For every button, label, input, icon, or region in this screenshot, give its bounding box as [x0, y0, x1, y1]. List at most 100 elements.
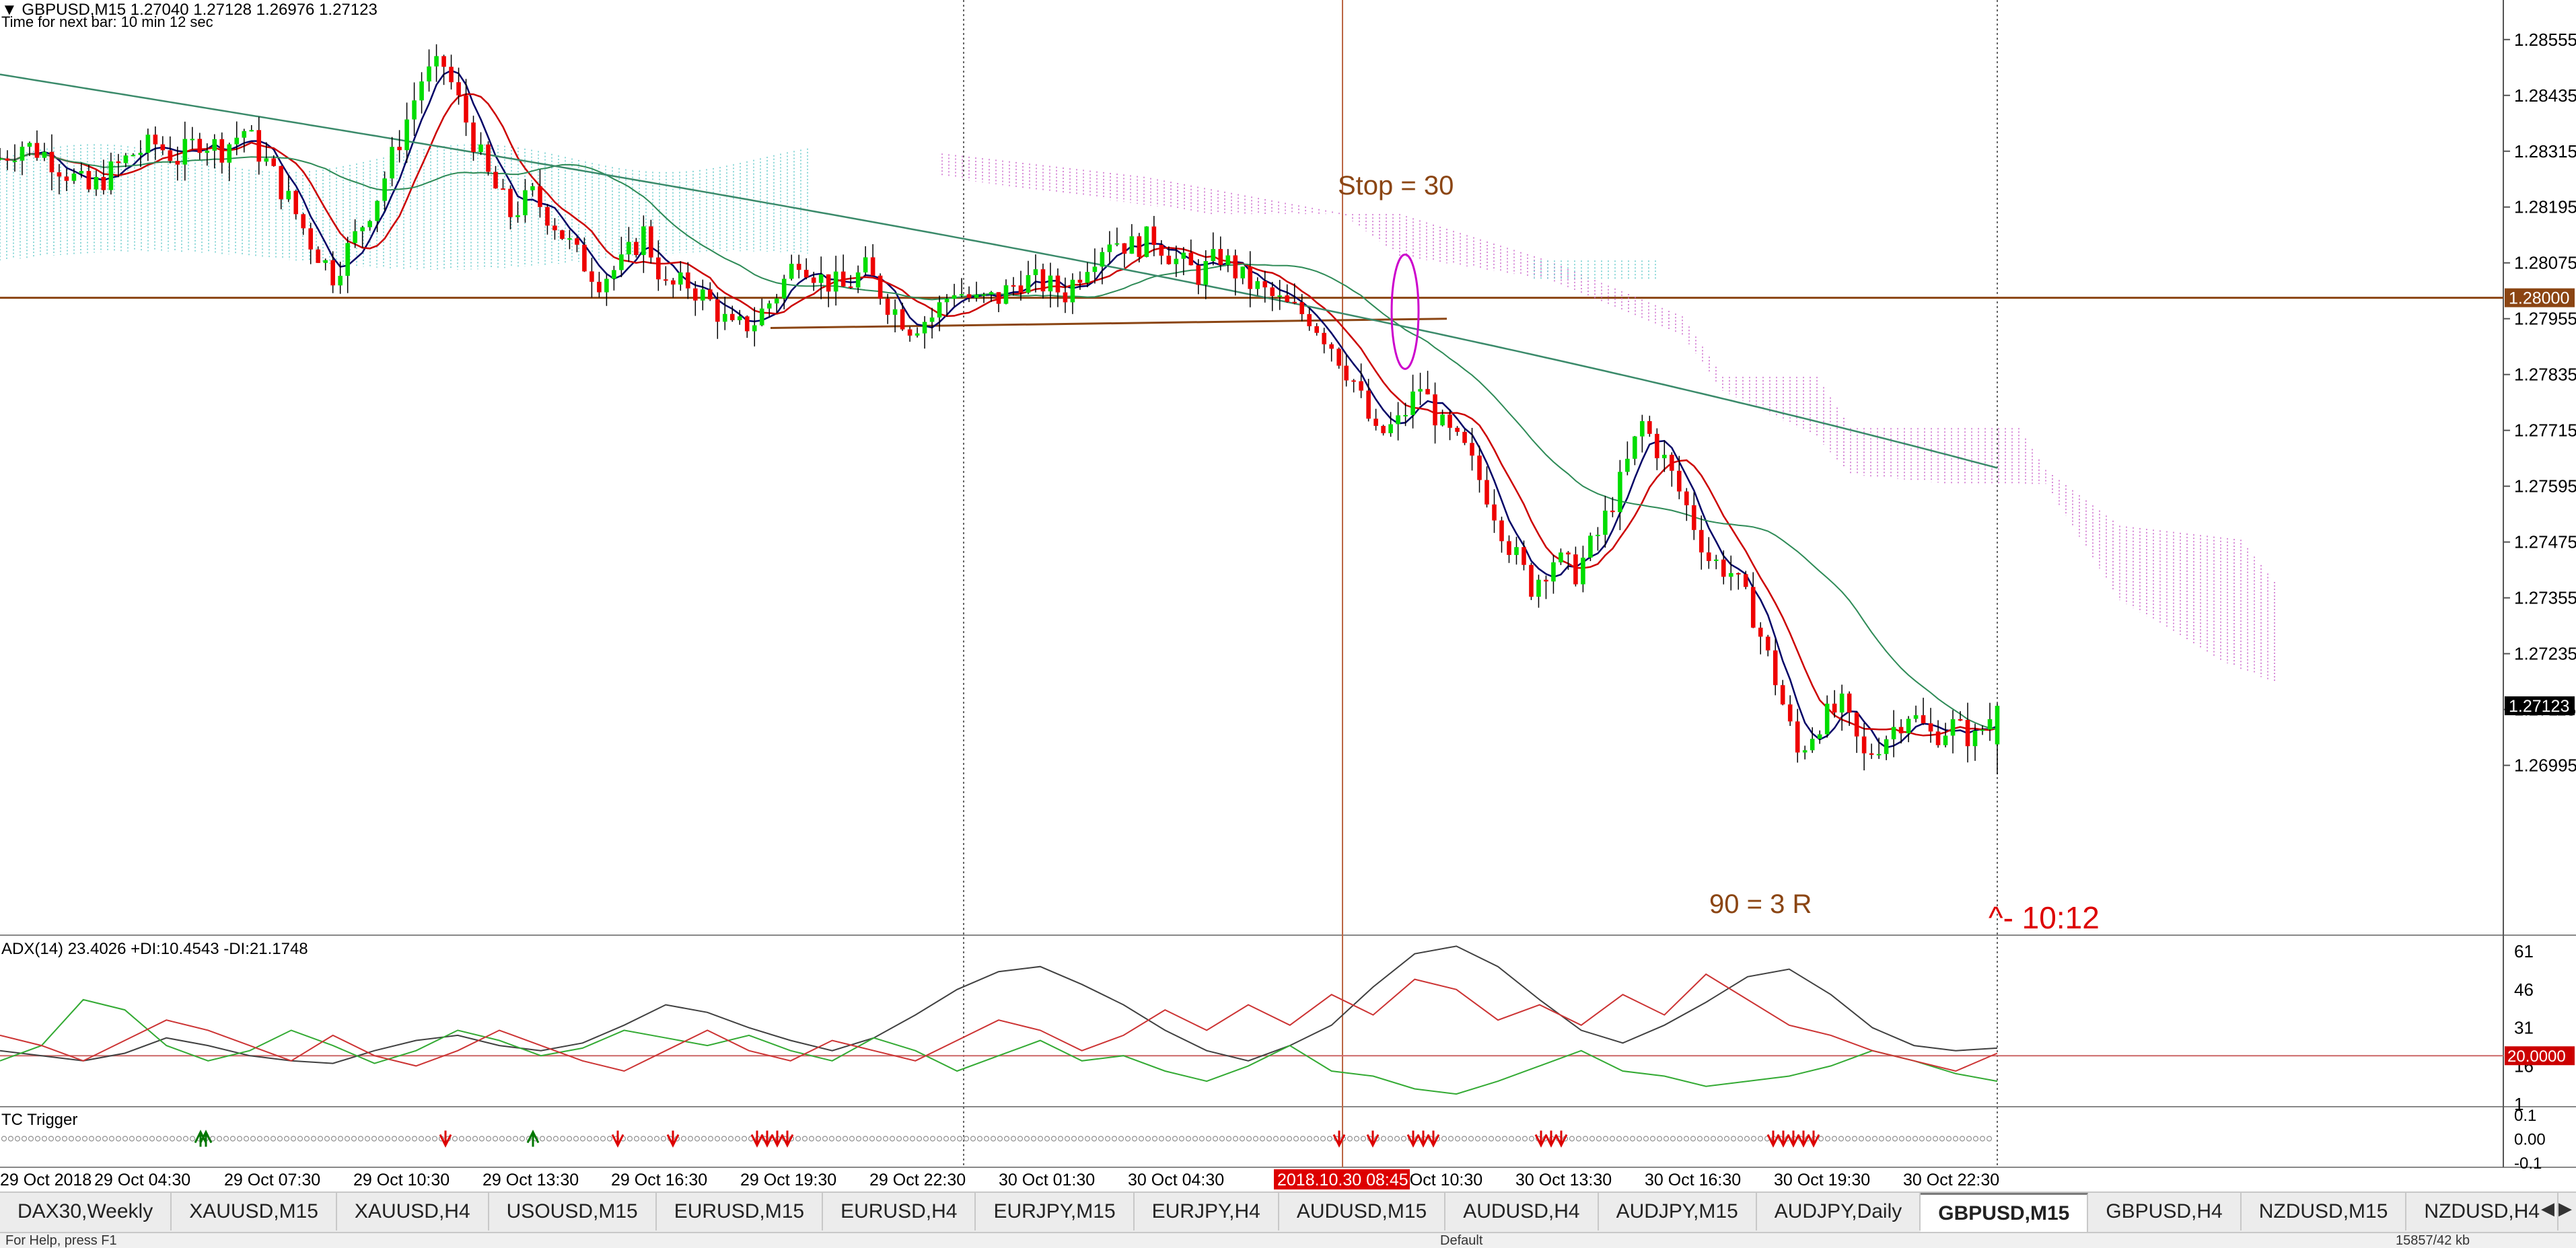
tc-neutral-mark	[1723, 1136, 1730, 1142]
bull-candle	[205, 150, 210, 153]
bull-candle	[1277, 295, 1283, 297]
tc-neutral-mark	[162, 1136, 169, 1142]
stop-annotation: Stop = 30	[1338, 171, 1454, 200]
symbol-tab[interactable]: GBPUSD,H4	[2088, 1193, 2242, 1231]
bull-candle	[1536, 579, 1541, 597]
tc-neutral-mark	[1017, 1136, 1024, 1142]
bull-candle	[367, 221, 372, 227]
tc-neutral-mark	[1750, 1136, 1757, 1142]
level-price-badge	[2505, 288, 2575, 307]
symbol-tab[interactable]: DAX30,Weekly	[0, 1193, 172, 1231]
symbol-tab[interactable]: AUDJPY,Daily	[1757, 1193, 1921, 1231]
symbol-tab[interactable]: NZDUSD,H4	[2406, 1193, 2559, 1231]
symbol-tab[interactable]: GBPUSD,M15	[1921, 1193, 2089, 1233]
tc-neutral-mark	[1717, 1136, 1723, 1142]
tc-neutral-mark	[936, 1136, 943, 1142]
tc-neutral-mark	[1299, 1136, 1306, 1142]
symbol-tab[interactable]: EURJPY,H4	[1135, 1193, 1279, 1231]
status-traffic: 15857/42 kb	[2396, 1233, 2470, 1248]
tc-neutral-mark	[1468, 1136, 1474, 1142]
tc-neutral-mark	[1172, 1136, 1178, 1142]
tc-neutral-mark	[344, 1136, 351, 1142]
bull-candle	[937, 302, 942, 318]
tc-neutral-mark	[1071, 1136, 1077, 1142]
symbol-tab[interactable]: AUDJPY,M15	[1599, 1193, 1757, 1231]
tc-neutral-mark	[707, 1136, 714, 1142]
tc-neutral-mark	[1320, 1136, 1326, 1142]
tc-neutral-mark	[1003, 1136, 1010, 1142]
time-tick-label: 29 Oct 07:30	[224, 1171, 320, 1189]
tc-neutral-mark	[862, 1136, 869, 1142]
bear-candle	[1898, 727, 1904, 734]
symbol-tab[interactable]: AUDUSD,M15	[1279, 1193, 1446, 1231]
price-tick-label: 1.28555	[2514, 30, 2576, 50]
bear-candle	[900, 309, 905, 330]
tab-scroll-left-icon[interactable]: ◀	[2541, 1198, 2554, 1218]
bull-candle	[892, 309, 898, 315]
tc-neutral-mark	[1165, 1136, 1172, 1142]
bull-candle	[20, 147, 25, 161]
symbol-tab[interactable]: AUDUSD,H4	[1445, 1193, 1599, 1231]
tc-neutral-mark	[411, 1136, 418, 1142]
bear-candle	[1218, 249, 1223, 265]
bull-candle	[627, 242, 631, 255]
bear-candle	[1314, 326, 1319, 333]
tc-neutral-mark	[1696, 1136, 1703, 1142]
tc-neutral-mark	[1589, 1136, 1596, 1142]
tc-neutral-mark	[317, 1136, 324, 1142]
bull-candle	[1891, 727, 1896, 739]
tc-sell-arrow	[1777, 1130, 1790, 1148]
tc-neutral-mark	[1703, 1136, 1710, 1142]
tc-trigger-panel: 0.1 0.00 -0.1	[1, 1107, 2546, 1173]
bear-candle	[1292, 301, 1297, 303]
bear-candle	[1299, 302, 1304, 314]
bull-candle	[737, 316, 742, 320]
bull-candle	[1913, 715, 1919, 719]
tc-neutral-mark	[902, 1136, 909, 1142]
tc-neutral-mark	[1131, 1136, 1138, 1142]
bull-candle	[1514, 547, 1519, 555]
tc-neutral-mark	[1569, 1136, 1575, 1142]
tc-neutral-mark	[546, 1136, 552, 1142]
bull-candle	[182, 139, 188, 165]
time-tick-label: 29 Oct 10:30	[353, 1171, 450, 1189]
chart-canvas[interactable]: ▼ GBPUSD,M15 1.27040 1.27128 1.26976 1.2…	[0, 0, 2576, 1191]
tc-neutral-mark	[573, 1136, 579, 1142]
tc-neutral-mark	[1474, 1136, 1481, 1142]
adx-tick-label: 1	[2514, 1094, 2524, 1114]
chart-background	[0, 0, 2576, 1191]
bull-candle	[567, 238, 572, 240]
tc-neutral-mark	[398, 1136, 404, 1142]
tc-neutral-mark	[458, 1136, 465, 1142]
tc-buy-arrow	[526, 1130, 540, 1147]
tab-scroll-right-icon[interactable]: ▶	[2559, 1198, 2572, 1218]
tc-sell-arrow	[750, 1130, 764, 1148]
bull-candle	[1950, 719, 1956, 736]
symbol-tab[interactable]: XAUUSD,H4	[337, 1193, 489, 1231]
tc-sell-arrow	[611, 1130, 624, 1148]
symbol-tab[interactable]: EURUSD,M15	[657, 1193, 824, 1231]
bear-candle	[1063, 292, 1068, 303]
bear-candle	[1795, 721, 1800, 753]
bear-candle	[1329, 344, 1334, 349]
symbol-tab[interactable]: XAUUSD,M15	[172, 1193, 337, 1231]
tc-neutral-mark	[606, 1136, 613, 1142]
tc-neutral-mark	[1225, 1136, 1232, 1142]
bull-candle	[249, 130, 254, 132]
tc-neutral-mark	[108, 1136, 115, 1142]
tc-neutral-mark	[1710, 1136, 1717, 1142]
tc-neutral-mark	[990, 1136, 997, 1142]
bull-candle	[419, 81, 424, 101]
symbol-tab[interactable]: USOUSD,M15	[489, 1193, 657, 1231]
symbol-tab[interactable]: NZDUSD,M15	[2242, 1193, 2407, 1231]
tc-neutral-mark	[1858, 1136, 1865, 1142]
bull-candle	[766, 303, 772, 309]
bear-candle	[1011, 285, 1016, 287]
bull-candle	[1713, 559, 1719, 561]
symbol-tab[interactable]: EURUSD,H4	[823, 1193, 976, 1231]
bull-candle	[1662, 454, 1667, 459]
symbol-tab[interactable]: EURJPY,M15	[976, 1193, 1135, 1231]
tc-neutral-mark	[135, 1136, 142, 1142]
tc-neutral-mark	[539, 1136, 546, 1142]
bear-candle	[219, 139, 225, 163]
